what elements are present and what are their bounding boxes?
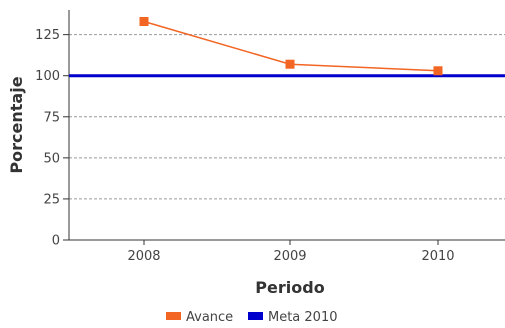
y-tick-label: 25 [43,192,60,207]
x-tick-label: 2009 [273,249,306,264]
y-tick-label: 100 [35,69,60,84]
gridlines [69,34,505,200]
axes [63,10,505,245]
y-tick-labels: 0 25 50 75 100 125 [35,28,60,248]
x-tick-label: 2010 [421,249,454,264]
y-tick-label: 75 [43,110,60,125]
legend-swatch-meta-2010 [248,312,263,320]
data-point-avance [285,59,295,69]
y-tick-label: 50 [43,151,60,166]
x-tick-labels: 2008 2009 2010 [127,249,454,264]
legend-swatch-avance [166,312,181,320]
x-axis-title: Periodo [255,278,324,297]
y-tick-label: 125 [35,28,60,43]
x-tick-label: 2008 [127,249,160,264]
y-axis-title: Porcentaje [7,76,26,173]
legend: Avance Meta 2010 [166,310,338,325]
y-tick-label: 0 [52,234,60,249]
data-point-avance [139,17,149,26]
series-group [69,17,505,78]
data-point-avance [433,66,443,76]
legend-label-avance: Avance [186,310,233,325]
legend-label-meta-2010: Meta 2010 [268,310,338,325]
